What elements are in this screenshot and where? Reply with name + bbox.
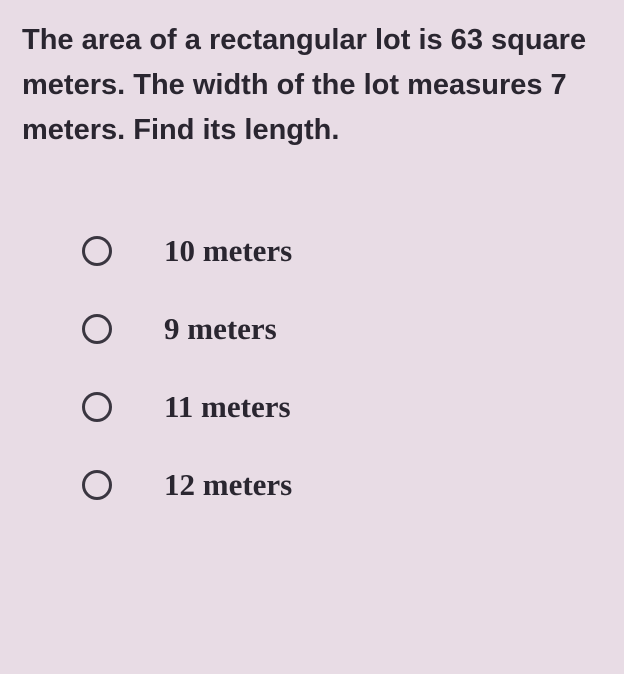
option-row[interactable]: 12 meters xyxy=(82,467,602,503)
radio-button[interactable] xyxy=(82,392,112,422)
radio-button[interactable] xyxy=(82,236,112,266)
option-row[interactable]: 11 meters xyxy=(82,389,602,425)
options-group: 10 meters 9 meters 11 meters 12 meters xyxy=(22,233,602,503)
option-row[interactable]: 10 meters xyxy=(82,233,602,269)
option-label: 10 meters xyxy=(164,233,292,269)
question-text: The area of a rectangular lot is 63 squa… xyxy=(22,18,602,153)
radio-button[interactable] xyxy=(82,470,112,500)
option-label: 12 meters xyxy=(164,467,292,503)
option-label: 9 meters xyxy=(164,311,277,347)
option-row[interactable]: 9 meters xyxy=(82,311,602,347)
radio-button[interactable] xyxy=(82,314,112,344)
option-label: 11 meters xyxy=(164,389,291,425)
